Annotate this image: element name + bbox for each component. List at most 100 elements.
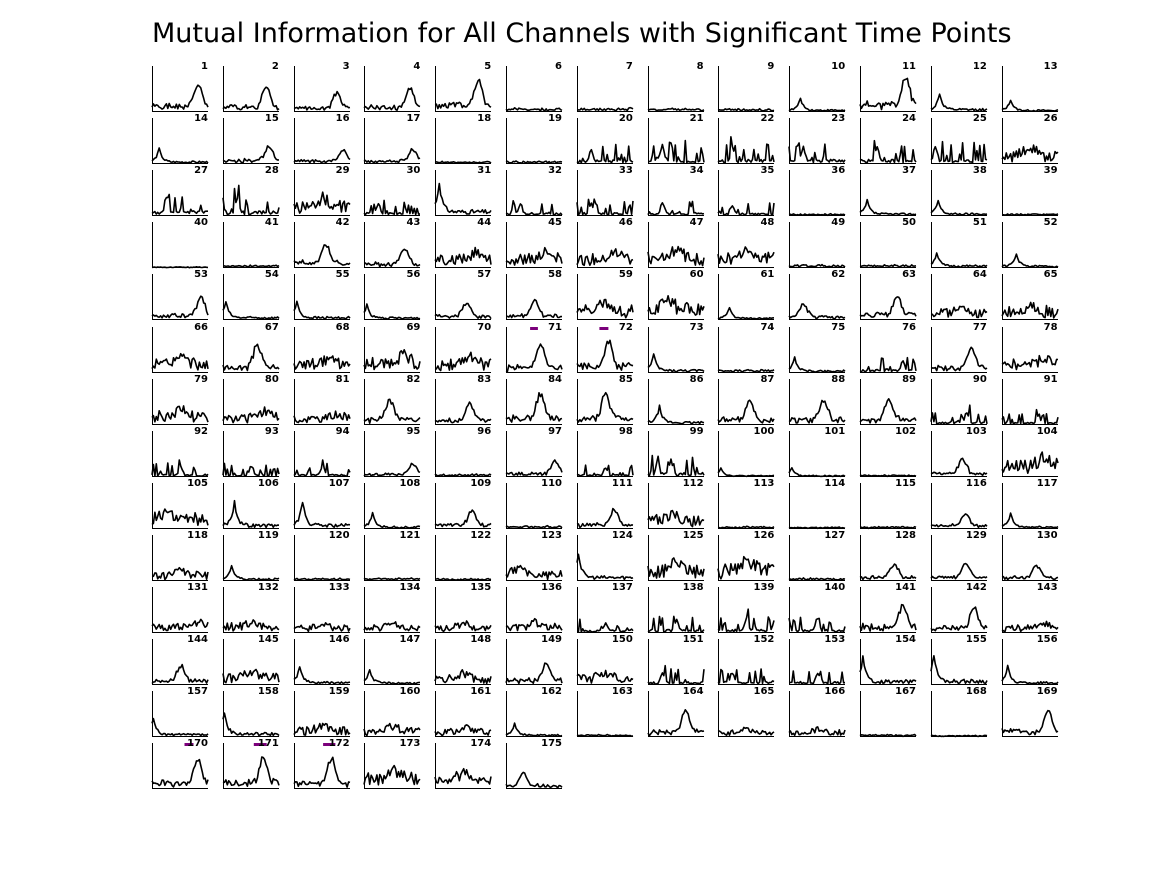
channel-panel: 139 — [717, 583, 776, 633]
mi-trace — [646, 509, 704, 528]
channel-plot — [930, 66, 988, 112]
channel-panel: 119 — [222, 530, 280, 581]
channel-panel: 43 — [364, 218, 421, 269]
channel-label: 17 — [406, 113, 421, 125]
mi-trace — [930, 346, 988, 371]
mi-trace — [859, 397, 917, 424]
mi-trace — [788, 399, 846, 424]
mi-trace — [1001, 253, 1059, 269]
channel-plot — [363, 639, 421, 686]
channel-plot — [930, 378, 988, 425]
channel-panel: 48 — [717, 218, 776, 269]
channel-label: 32 — [548, 165, 562, 177]
channel-label: 31 — [477, 165, 492, 177]
channel-panel: 8 — [647, 62, 704, 112]
channel-panel: 54 — [222, 270, 280, 321]
channel-panel: 124 — [576, 530, 634, 581]
channel-panel: 50 — [859, 218, 917, 269]
channel-panel: 62 — [788, 270, 846, 321]
significance-bar — [599, 326, 609, 330]
mi-trace — [1000, 664, 1059, 685]
channel-label: 15 — [264, 113, 279, 125]
channel-label: 38 — [972, 165, 987, 177]
channel-panel: 22 — [717, 114, 776, 165]
channel-label: 114 — [824, 477, 846, 489]
channel-panel: 93 — [222, 426, 280, 477]
channel-plot — [293, 430, 351, 477]
channel-label: 53 — [194, 269, 208, 281]
mi-trace — [788, 726, 846, 737]
mi-trace — [505, 458, 563, 476]
channel-panel: 76 — [859, 322, 917, 373]
channel-plot — [151, 66, 209, 112]
channel-plot — [505, 274, 562, 321]
channel-label: 12 — [972, 61, 987, 72]
channel-label: 55 — [335, 269, 350, 281]
channel-plot — [788, 430, 846, 477]
channel-label: 63 — [902, 269, 916, 281]
mi-trace — [1000, 301, 1059, 320]
channel-label: 13 — [1043, 61, 1058, 72]
channel-plot — [647, 326, 705, 373]
channel-label: 144 — [187, 634, 208, 646]
channel-plot — [505, 430, 563, 477]
channel-label: 120 — [328, 529, 350, 541]
channel-panel: 169 — [1000, 687, 1058, 738]
channel-label: 129 — [965, 529, 987, 541]
mi-trace — [1001, 99, 1058, 112]
channel-plot — [930, 482, 988, 529]
channel-panel: 75 — [788, 322, 846, 373]
channel-plot — [1001, 326, 1058, 373]
channel-label: 161 — [470, 686, 492, 698]
channel-plot — [930, 170, 987, 217]
channel-panel: 65 — [1000, 270, 1059, 321]
channel-label: 99 — [689, 425, 704, 437]
channel-label: 68 — [335, 321, 350, 333]
channel-plot — [859, 222, 917, 269]
channel-plot — [222, 482, 279, 529]
mi-trace — [505, 662, 563, 685]
channel-label: 72 — [618, 321, 633, 333]
channel-label: 159 — [328, 686, 350, 698]
channel-panel: 143 — [1001, 583, 1059, 633]
channel-plot — [576, 691, 633, 738]
channel-plot — [222, 222, 280, 269]
channel-panel: 14 — [151, 114, 209, 165]
channel-plot — [859, 66, 917, 112]
channel-plot — [576, 66, 634, 112]
mi-trace — [434, 246, 492, 266]
channel-panel: 125 — [646, 530, 705, 581]
channel-label: 171 — [257, 738, 279, 750]
mi-trace — [222, 145, 279, 164]
mi-trace — [222, 712, 280, 737]
channel-panel: 153 — [789, 635, 846, 686]
channel-plot — [151, 326, 209, 373]
channel-plot — [718, 691, 775, 738]
channel-panel: 126 — [717, 530, 776, 581]
channel-panel: 60 — [646, 270, 705, 321]
channel-label: 67 — [264, 321, 279, 333]
channel-panel: 18 — [435, 114, 492, 165]
channel-plot — [364, 482, 421, 529]
mi-trace — [363, 348, 422, 370]
channel-plot — [363, 378, 421, 425]
mi-trace — [151, 717, 209, 737]
channel-label: 122 — [470, 529, 492, 541]
channel-label: 109 — [470, 477, 492, 489]
channel-panel: 31 — [434, 166, 492, 217]
channel-panel: 81 — [292, 374, 351, 425]
channel-panel: 102 — [859, 426, 917, 477]
channel-panel: 28 — [222, 166, 280, 217]
channel-panel: 52 — [1001, 218, 1059, 269]
channel-plot — [222, 170, 280, 217]
mi-trace — [435, 78, 492, 110]
mi-trace — [434, 620, 492, 633]
channel-label: 37 — [902, 165, 916, 177]
mi-trace — [293, 622, 351, 633]
channel-label: 163 — [611, 686, 633, 698]
channel-plot — [788, 587, 846, 633]
channel-label: 83 — [477, 373, 492, 385]
channel-plot — [1001, 170, 1058, 217]
significance-bar — [253, 743, 267, 747]
channel-label: 9 — [767, 61, 775, 72]
